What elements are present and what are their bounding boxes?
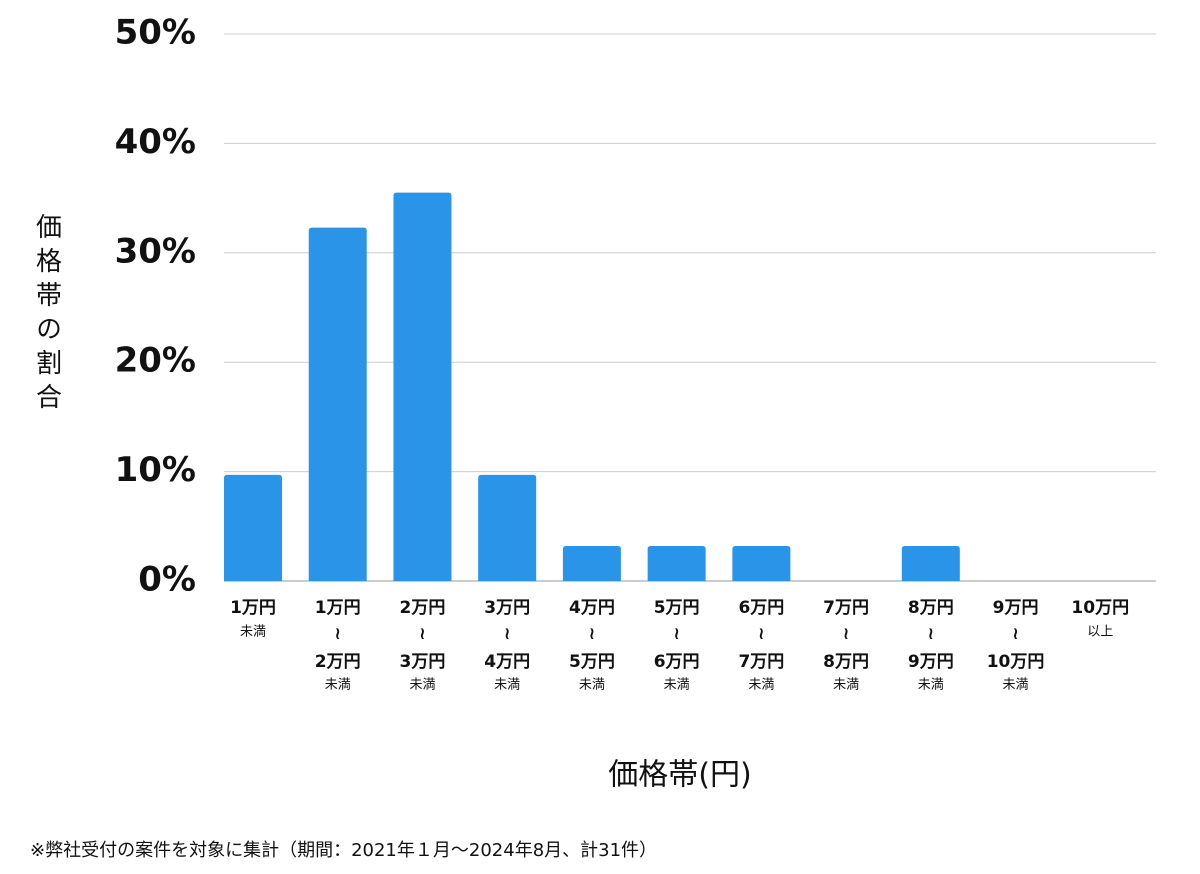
x-tick-label: ≀ [589,624,595,644]
x-tick-label: 10万円 [1071,598,1129,618]
bar [562,545,621,581]
x-tick-label: 未満 [325,678,351,693]
x-tick-label: 未満 [918,678,944,693]
x-tick-label: 8万円 [908,598,954,618]
x-tick-label: 未満 [494,678,520,693]
x-axis-label: 価格帯(円) [608,758,751,793]
x-tick-label: 1万円 [315,598,361,618]
y-tick-label: 20% [115,341,196,381]
y-axis-label: 価格帯の割合 [32,213,62,417]
x-tick-label: 3万円 [484,598,530,618]
x-tick-label: 未満 [748,678,774,693]
x-tick-label: 未満 [664,678,690,693]
x-tick-label: 8万円 [823,652,869,672]
x-tick-label: 未満 [409,678,435,693]
x-tick-label: 以上 [1087,625,1113,640]
x-tick-label: 6万円 [738,598,784,618]
x-tick-label: ≀ [335,624,341,644]
bar [224,474,282,581]
x-tick-label: 未満 [833,678,859,693]
bar [393,192,452,581]
footnote: ※弊社受付の案件を対象に集計（期間：2021年１月〜2024年8月、計31件） [30,840,657,861]
x-tick-label: 未満 [579,678,605,693]
x-tick-label: 5万円 [569,652,615,672]
x-tick-label: 7万円 [823,598,869,618]
x-tick-label: 2万円 [315,652,361,672]
bar [308,227,367,581]
x-tick-label: ≀ [1012,624,1018,644]
y-tick-label: 0% [138,560,196,600]
y-tick-label: 10% [115,450,196,490]
bar [478,474,537,581]
bar [901,545,960,581]
x-tick-label: ≀ [928,624,934,644]
x-tick-label: 4万円 [484,652,530,672]
x-tick-label: 未満 [1003,678,1029,693]
bar [732,545,791,581]
bar [647,545,706,581]
x-tick-label: ≀ [673,624,679,644]
x-tick-label: 6万円 [654,652,700,672]
x-tick-label: 9万円 [908,652,954,672]
x-tick-label: 未満 [240,625,266,640]
x-tick-label: 10万円 [987,652,1045,672]
x-tick-label: 4万円 [569,598,615,618]
y-tick-label: 40% [115,122,196,162]
x-tick-label: 1万円 [230,598,276,618]
x-tick-label: ≀ [419,624,425,644]
x-tick-label: ≀ [758,624,764,644]
x-tick-label: ≀ [843,624,849,644]
x-tick-label: 5万円 [654,598,700,618]
x-tick-label: 7万円 [738,652,784,672]
x-tick-label: ≀ [504,624,510,644]
x-tick-label: 3万円 [400,652,446,672]
x-tick-label: 9万円 [993,598,1039,618]
y-tick-label: 50% [115,13,196,53]
y-tick-label: 30% [115,231,196,271]
x-tick-label: 2万円 [400,598,446,618]
